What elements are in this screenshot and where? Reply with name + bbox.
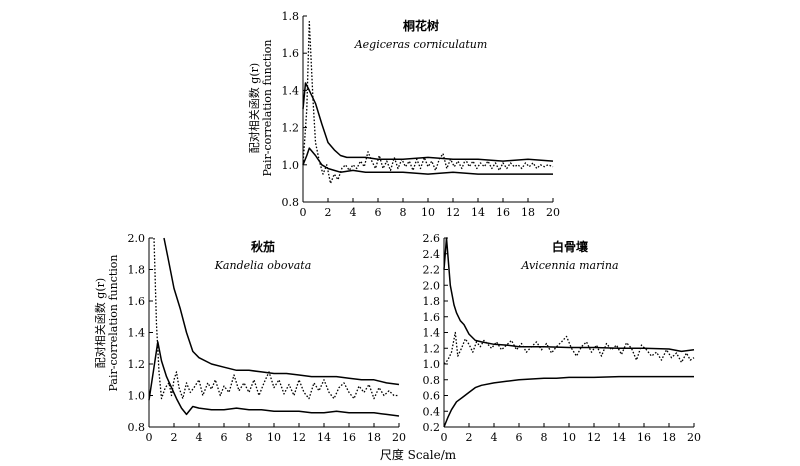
x-tick-label: 18 [521,206,535,219]
y-tick-label: 1.2 [128,358,146,371]
x-tick-label: 14 [317,431,331,444]
panel-avicennia-title: 白骨壤 [552,239,589,254]
panel-aegiceras-subtitle: Aegiceras corniculatum [354,38,488,51]
x-tick-label: 2 [325,206,332,219]
x-tick-label: 2 [171,431,178,444]
y-tick-label: 1.6 [128,295,146,308]
series-line-3 [302,147,553,175]
y-tick-label: 1.4 [423,327,441,340]
x-tick-label: 12 [587,431,601,444]
panel-kandelia-title: 秋茄 [251,239,275,254]
y-tick-label: 2.6 [423,232,441,245]
x-tick-label: 18 [367,431,381,444]
x-tick-label: 6 [221,431,228,444]
y-tick-label: 1.2 [423,342,441,355]
panel-aegiceras: 桐花树 Aegiceras corniculatum 配对相关函数 g(r) P… [247,10,560,219]
y-tick-label: 1.4 [282,84,300,97]
y-tick-label: 1.4 [128,327,146,340]
x-tick-label: 0 [146,431,153,444]
x-tick-label: 10 [562,431,576,444]
series-line-2 [443,331,695,365]
y-tick-label: 0.8 [128,421,146,434]
x-tick-label: 8 [246,431,253,444]
x-tick-label: 16 [496,206,510,219]
x-tick-label: 8 [400,206,407,219]
x-tick-label: 12 [292,431,306,444]
y-tick-label: 1.8 [128,264,146,277]
y-tick-label: 1.6 [423,311,441,324]
series-line-1 [443,237,695,353]
x-tick-label: 12 [446,206,460,219]
y-tick-label: 2.0 [423,279,441,292]
panel-kandelia-ylabel-cn: 配对相关函数 g(r) [93,278,107,368]
series-line-3 [443,375,694,428]
series-line-2 [153,237,399,400]
x-tick-label: 10 [267,431,281,444]
shared-x-axis-label: 尺度 Scale/m [380,447,457,462]
y-tick-label: 1.8 [423,295,441,308]
panel-aegiceras-ylabel-cn: 配对相关函数 g(r) [247,63,261,153]
x-tick-label: 20 [546,206,560,219]
y-tick-label: 0.4 [423,405,441,418]
y-tick-label: 1.8 [282,10,300,23]
x-tick-label: 16 [637,431,651,444]
panel-aegiceras-title: 桐花树 [403,18,439,33]
panel-kandelia-ylabel-en: Pair-correlation function [107,254,120,391]
y-tick-label: 0.2 [423,421,441,434]
series-line-2 [302,20,554,185]
y-tick-label: 0.8 [423,374,441,387]
y-tick-label: 0.8 [282,196,300,209]
x-tick-label: 4 [350,206,357,219]
y-tick-label: 1.6 [282,47,300,60]
x-tick-label: 4 [196,431,203,444]
x-tick-label: 14 [471,206,485,219]
y-tick-label: 1.0 [282,159,300,172]
x-tick-label: 4 [491,431,498,444]
panel-avicennia: 白骨壤 Avicennia marina 0 2 4 6 8 10 12 14 16 18 20 0.… [423,232,702,444]
x-tick-label: 20 [392,431,406,444]
panel-kandelia-subtitle: Kandelia obovata [214,259,312,272]
x-tick-label: 0 [441,431,448,444]
y-tick-label: 2.2 [423,264,441,277]
y-tick-label: 1.0 [128,390,146,403]
panel-avicennia-subtitle: Avicennia marina [520,259,618,272]
x-tick-label: 14 [612,431,626,444]
series-line-1 [163,237,400,386]
x-tick-label: 16 [342,431,356,444]
series-line-1 [302,82,554,162]
series-line-3 [148,341,400,417]
y-tick-label: 2.0 [128,232,146,245]
x-tick-label: 6 [516,431,523,444]
x-tick-label: 18 [662,431,676,444]
y-tick-label: 0.6 [423,390,441,403]
y-tick-label: 1.2 [282,122,300,135]
x-tick-label: 6 [375,206,382,219]
y-tick-label: 2.4 [423,248,441,261]
panel-aegiceras-ylabel-en: Pair-correlation function [261,39,274,176]
y-tick-label: 1.0 [423,358,441,371]
panel-kandelia: 秋茄 Kandelia obovata 配对相关函数 g(r) Pair-cor… [93,232,406,444]
x-tick-label: 20 [687,431,701,444]
x-tick-label: 8 [541,431,548,444]
x-tick-label: 10 [421,206,435,219]
x-tick-label: 2 [466,431,473,444]
x-tick-label: 0 [300,206,307,219]
